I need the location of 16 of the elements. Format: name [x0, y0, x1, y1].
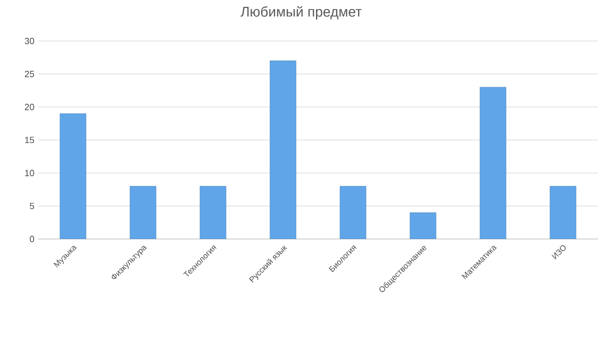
- bar: [550, 186, 576, 239]
- bar: [480, 87, 506, 239]
- bar: [130, 186, 156, 239]
- y-tick-label: 15: [25, 136, 34, 144]
- y-tick-label: 0: [30, 236, 34, 242]
- y-tick-label: 10: [25, 170, 34, 176]
- bar: [200, 186, 226, 239]
- y-tick-label: 25: [24, 70, 34, 78]
- bar: [410, 212, 436, 239]
- y-tick-label: 30: [24, 38, 34, 44]
- y-tick-label: 5: [30, 202, 34, 210]
- bar: [60, 113, 86, 239]
- bar: [270, 60, 296, 239]
- chart-title: Любимый предмет: [240, 6, 362, 20]
- bar: [340, 186, 366, 239]
- y-tick-label: 20: [24, 104, 34, 110]
